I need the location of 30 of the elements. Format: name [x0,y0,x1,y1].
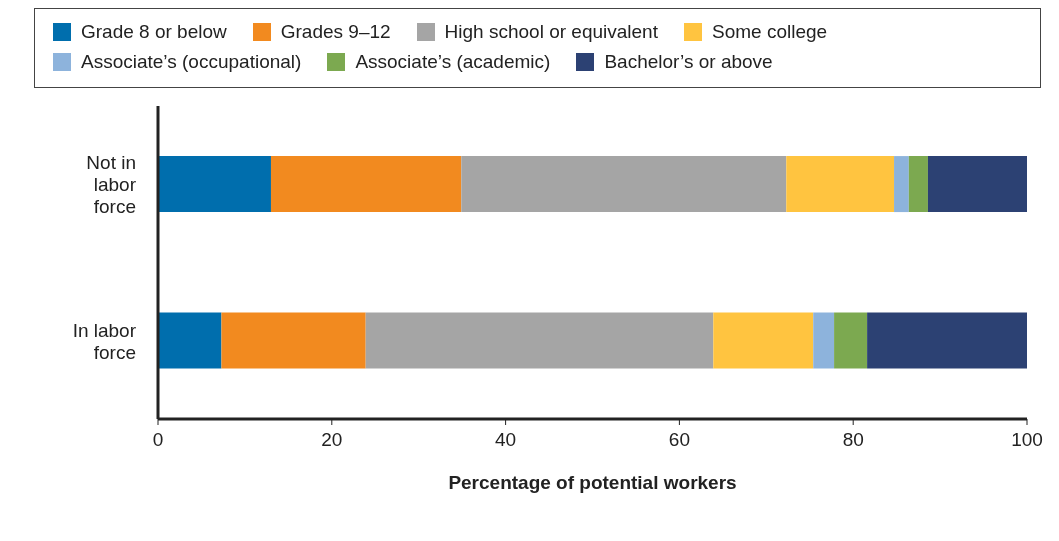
legend-label: Grades 9–12 [279,20,391,44]
bar [365,312,714,369]
bar [158,312,222,369]
y-tick-label: In labor force [72,319,137,363]
legend-label: Associate’s (academic) [354,50,551,74]
x-axis-title: Percentage of potential workers [448,472,737,493]
y-tick-label: Not in labor force [86,152,137,218]
bar [867,312,1027,369]
bar [813,312,835,369]
x-tick-label: 60 [668,429,690,451]
bar [158,156,271,213]
bar [270,156,462,213]
legend-label: High school or equivalent [443,20,658,44]
x-tick-label: 20 [321,429,343,451]
x-tick-label: 100 [1011,429,1043,451]
bar [908,156,928,213]
bar [461,156,787,213]
legend-label: Bachelor’s or above [603,50,773,74]
x-tick-label: 0 [152,429,164,451]
x-tick-label: 80 [842,429,864,451]
legend-label: Grade 8 or below [80,20,227,44]
bar [894,156,909,213]
bar [713,312,814,369]
bar [786,156,895,213]
bar [927,156,1027,213]
bar [834,312,868,369]
bar [221,312,366,369]
legend-label: Some college [710,20,828,44]
x-tick-label: 40 [495,429,517,451]
legend-label: Associate’s (occupational) [80,50,302,74]
